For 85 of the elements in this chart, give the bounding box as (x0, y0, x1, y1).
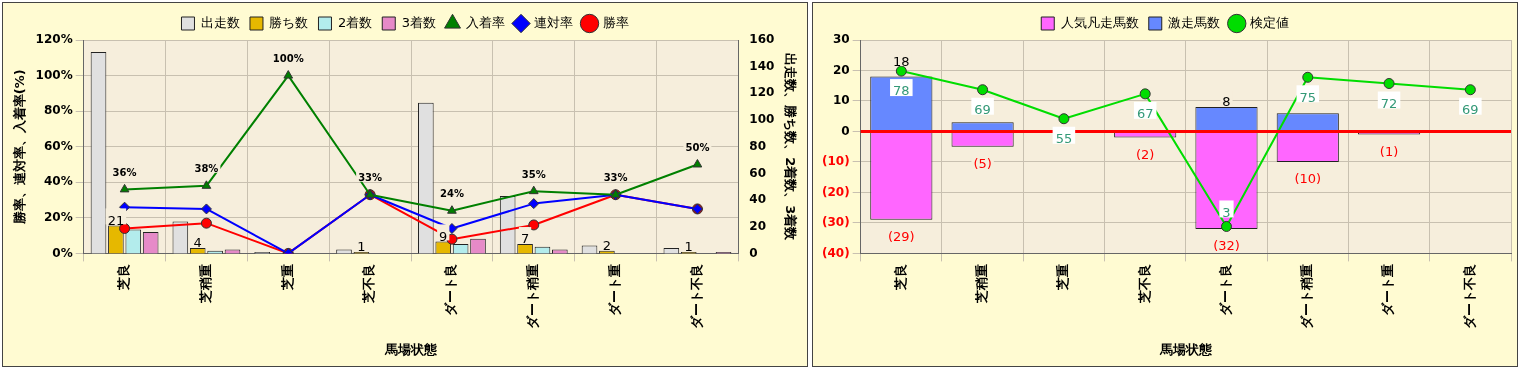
x-tick-label: 芝不良 (1136, 264, 1152, 305)
data-label: 21 (107, 212, 125, 228)
y-tick-label: (30) (822, 215, 850, 230)
data-label: 55 (1055, 131, 1073, 147)
y-tick-label: 80% (43, 103, 73, 118)
y-tick-label: 100% (35, 67, 73, 82)
y-tick-label: 30 (832, 32, 850, 47)
x-tick-label: ダート重 (1380, 264, 1396, 317)
data-label: 8 (1222, 94, 1231, 110)
x-tick-label: ダート良 (1217, 264, 1233, 317)
x-tick-label: ダート重 (606, 264, 622, 317)
y2-tick-label: 20 (749, 218, 767, 233)
x-tick-label: 芝良 (892, 264, 908, 292)
data-label: 33% (603, 172, 628, 184)
y-tick-label: 120% (35, 32, 73, 47)
x-tick-label: 芝稍重 (197, 264, 213, 305)
data-label: 3 (1222, 204, 1231, 220)
data-label: 9 (439, 228, 448, 244)
y2-tick-label: 160 (749, 32, 775, 47)
y-tick-label: (40) (822, 245, 850, 260)
y2-tick-label: 80 (749, 138, 767, 153)
data-label: (1) (1379, 143, 1399, 159)
y-tick-label: (20) (822, 184, 850, 199)
data-label: 50% (685, 142, 710, 154)
data-label: 69 (1462, 102, 1479, 118)
x-tick-label: ダート良 (443, 264, 459, 317)
y-tick-label: 0 (841, 123, 850, 138)
data-label: 1 (684, 239, 693, 255)
legend-label: 3着数 (401, 14, 437, 30)
x-tick-label: 芝良 (115, 264, 131, 292)
x-tick-label: ダート稍重 (1299, 264, 1315, 330)
y2-tick-label: 60 (749, 165, 767, 180)
y-tick-label: 20% (43, 209, 73, 224)
legend-label: 検定値 (1249, 14, 1289, 30)
data-label: 38% (194, 163, 219, 175)
x-tick-label: 芝稍重 (973, 264, 989, 305)
legend-label: 勝率 (602, 14, 629, 30)
data-label: 35% (521, 168, 546, 180)
x-tick-label: ダート稍重 (525, 264, 541, 330)
data-label: 72 (1380, 95, 1398, 111)
data-label: 7 (520, 231, 530, 247)
y2-tick-label: 40 (749, 192, 767, 207)
legend-label: 出走数 (200, 14, 240, 30)
y2-tick-label: 0 (749, 245, 758, 260)
data-label: 2 (602, 238, 612, 254)
data-label: 1 (357, 239, 366, 255)
legend-label: 人気凡走馬数 (1060, 14, 1139, 30)
y-tick-label: 20 (832, 62, 850, 77)
data-label: 69 (974, 102, 991, 118)
x-tick-label: 芝重 (1055, 264, 1071, 292)
data-label: 75 (1299, 89, 1317, 105)
x-tick-label: ダート不良 (688, 264, 704, 330)
y-tick-label: 10 (832, 93, 850, 108)
data-label: 24% (439, 188, 464, 200)
data-label: (5) (973, 156, 992, 172)
data-label: 33% (358, 172, 383, 184)
data-label: 4 (193, 235, 202, 251)
x-axis-title: 馬場状態 (384, 341, 439, 357)
legend-label: 勝ち数 (269, 14, 309, 30)
y2-tick-label: 100 (749, 112, 775, 127)
x-tick-label: ダート不良 (1461, 264, 1477, 330)
data-label: (32) (1213, 238, 1240, 254)
y-tick-label: (10) (822, 154, 850, 169)
data-label: 18 (893, 54, 910, 70)
data-label: 36% (112, 166, 137, 178)
x-tick-label: 芝重 (279, 264, 295, 292)
legend-label: 連対率 (534, 14, 574, 30)
data-label: (29) (887, 229, 915, 245)
y-tick-label: 0% (52, 245, 73, 260)
legend-label: 入着率 (465, 14, 505, 30)
data-label: 67 (1136, 106, 1154, 122)
y2-tick-label: 140 (749, 58, 775, 73)
data-label: 78 (893, 83, 910, 99)
y2-tick-label: 120 (749, 85, 775, 100)
y-axis-title: 勝率、連対率、入着率(%) (12, 69, 28, 226)
legend-label: 激走馬数 (1168, 14, 1221, 30)
x-axis-title: 馬場状態 (1158, 341, 1213, 357)
legend-label: 2着数 (337, 14, 373, 30)
data-label: 100% (272, 53, 304, 65)
y-tick-label: 60% (43, 138, 73, 153)
data-label: (10) (1294, 171, 1322, 187)
y2-axis-title: 出走数、勝ち数、2着数、3着数 (782, 53, 798, 242)
y-tick-label: 40% (43, 174, 73, 189)
x-tick-label: 芝不良 (361, 264, 377, 305)
data-label: (2) (1135, 146, 1155, 162)
